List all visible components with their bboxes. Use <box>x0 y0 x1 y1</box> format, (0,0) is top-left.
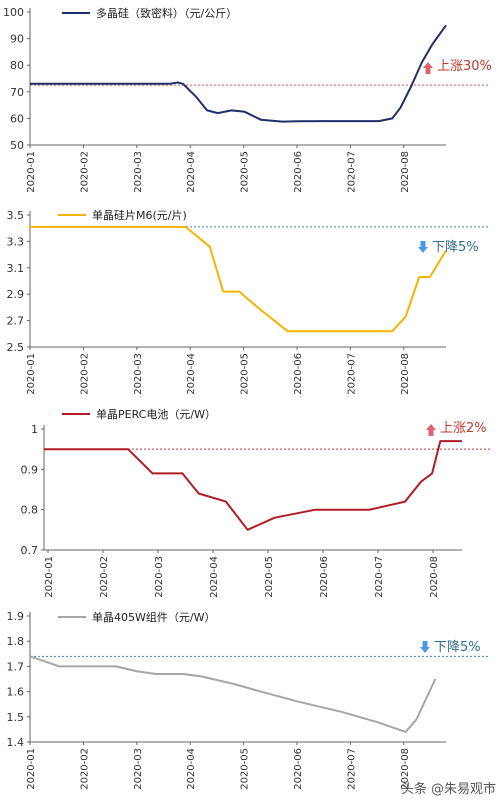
x-tick-label: 2020-02 <box>79 151 90 193</box>
x-tick-label: 2020-08 <box>429 556 440 598</box>
x-tick-label: 2020-06 <box>293 353 304 395</box>
series-line <box>30 24 447 123</box>
chart-panel-3: 0.7 0.8 0.9 1 2020-01 2020-02 2020-03 2020-04 20… <box>21 408 490 598</box>
chart-panel-2: 2.5 2.7 2.9 3.1 3.3 3.5 2020-01 2020-02 2020-03 2… <box>7 209 490 395</box>
x-tick-label: 2020-08 <box>400 353 411 395</box>
y-tick-label: 1.4 <box>7 736 25 749</box>
x-tick-label: 2020-04 <box>209 556 220 598</box>
x-tick-label: 2020-03 <box>154 556 165 598</box>
y-tick-label: 2.7 <box>7 315 25 328</box>
annotation-label: 上涨30% <box>437 59 492 74</box>
series-line <box>29 655 437 733</box>
x-tick-label: 2020-01 <box>44 556 55 598</box>
x-tick-label: 2020-06 <box>293 748 304 790</box>
x-tick-label: 2020-01 <box>26 151 37 193</box>
y-tick-label: 0.8 <box>21 504 39 517</box>
x-tick-label: 2020-04 <box>186 748 197 790</box>
legend-label: 单晶405W组件（元/W） <box>92 610 215 624</box>
x-tick-label: 2020-08 <box>400 748 411 790</box>
x-tick-label: 2020-05 <box>240 748 251 790</box>
annotation-label: 下降5% <box>434 640 481 655</box>
x-tick-label: 2020-04 <box>186 353 197 395</box>
annotation-label: 下降5% <box>432 240 479 255</box>
y-tick-label: 1.7 <box>7 660 25 673</box>
y-tick-label: 3.1 <box>7 262 25 275</box>
watermark: 头条 @朱易观市 <box>400 782 496 797</box>
x-tick-label: 2020-05 <box>264 556 275 598</box>
arrow-up-icon <box>426 424 436 436</box>
x-tick-label: 2020-07 <box>346 353 357 395</box>
y-tick-label: 1 <box>31 423 38 436</box>
x-tick-label: 2020-07 <box>374 556 385 598</box>
y-tick-label: 50 <box>10 139 24 152</box>
legend-label: 多晶硅（致密料）（元/公斤） <box>96 6 237 20</box>
x-tick-label: 2020-02 <box>99 556 110 598</box>
legend-label: 单晶硅片M6(元/片) <box>92 209 187 222</box>
x-tick-label: 2020-03 <box>133 353 144 395</box>
x-tick-label: 2020-07 <box>346 151 357 193</box>
x-tick-label: 2020-03 <box>133 151 144 193</box>
legend-label: 单晶PERC电池（元/W） <box>96 408 216 421</box>
y-tick-label: 1.6 <box>7 686 25 699</box>
x-tick-label: 2020-02 <box>79 353 90 395</box>
x-tick-label: 2020-04 <box>186 151 197 193</box>
x-tick-label: 2020-02 <box>79 748 90 790</box>
x-tick-label: 2020-06 <box>319 556 330 598</box>
chart-panel-4: 1.4 1.5 1.6 1.7 1.8 1.9 2020-01 2020-02 2020-03 2… <box>7 610 490 790</box>
x-tick-label: 2020-01 <box>26 353 37 395</box>
series-line <box>44 440 462 531</box>
x-tick-label: 2020-05 <box>240 151 251 193</box>
x-tick-label: 2020-07 <box>346 748 357 790</box>
y-tick-label: 1.9 <box>7 610 25 623</box>
y-tick-label: 3.5 <box>7 209 25 222</box>
y-tick-label: 0.9 <box>21 463 39 476</box>
y-tick-label: 90 <box>10 33 24 46</box>
y-tick-label: 100 <box>3 6 24 19</box>
y-tick-label: 3.3 <box>7 235 25 248</box>
y-tick-label: 70 <box>10 86 24 99</box>
y-tick-label: 1.8 <box>7 635 25 648</box>
arrow-up-icon <box>423 62 433 74</box>
y-tick-label: 60 <box>10 112 24 125</box>
y-tick-label: 1.5 <box>7 711 25 724</box>
annotation-label: 上涨2% <box>440 421 487 436</box>
y-tick-label: 2.5 <box>7 341 25 354</box>
x-tick-label: 2020-08 <box>400 151 411 193</box>
arrow-down-icon <box>418 241 428 253</box>
series-line <box>30 225 447 333</box>
y-tick-label: 80 <box>10 59 24 72</box>
y-tick-label: 2.9 <box>7 288 25 301</box>
x-tick-label: 2020-05 <box>240 353 251 395</box>
x-tick-label: 2020-03 <box>133 748 144 790</box>
x-tick-label: 2020-06 <box>293 151 304 193</box>
x-tick-label: 2020-01 <box>26 748 37 790</box>
arrow-down-icon <box>420 641 430 653</box>
chart-panel-1: 50 60 70 80 90 100 2020-01 2020-02 2020-03 2020-0… <box>3 6 492 193</box>
y-tick-label: 0.7 <box>21 544 39 557</box>
